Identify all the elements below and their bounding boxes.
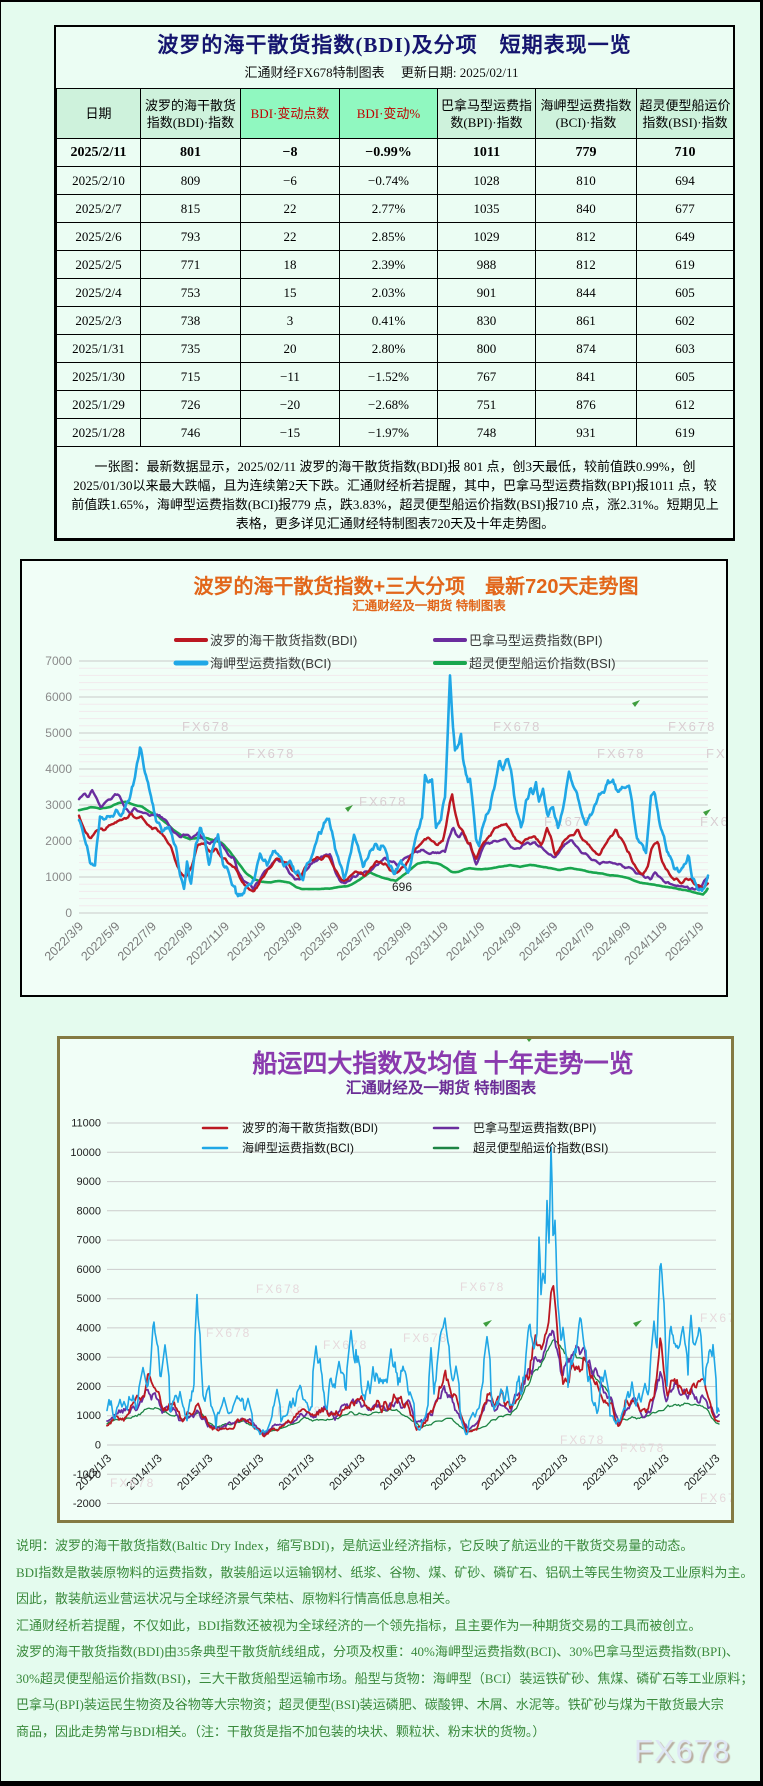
svg-text:5000: 5000 (77, 1293, 101, 1305)
svg-text:2023/1/9: 2023/1/9 (224, 919, 268, 963)
svg-text:5000: 5000 (45, 726, 72, 740)
svg-text:FX678: FX678 (460, 1280, 505, 1294)
svg-text:FX678: FX678 (668, 719, 716, 734)
svg-text:FX678: FX678 (110, 1476, 155, 1490)
svg-text:2016/1/3: 2016/1/3 (226, 1453, 266, 1493)
svg-text:海岬型运费指数(BCI): 海岬型运费指数(BCI) (210, 656, 331, 671)
svg-text:10000: 10000 (70, 1147, 101, 1159)
svg-text:2022/1/3: 2022/1/3 (530, 1453, 570, 1493)
svg-text:海岬型运费指数(BCI): 海岬型运费指数(BCI) (242, 1140, 354, 1155)
svg-text:波罗的海干散货指数(BDI): 波罗的海干散货指数(BDI) (242, 1120, 378, 1135)
svg-text:1000: 1000 (77, 1410, 101, 1422)
svg-text:2024/7/9: 2024/7/9 (553, 919, 597, 963)
svg-text:2015/1/3: 2015/1/3 (175, 1453, 215, 1493)
svg-text:FX678: FX678 (247, 746, 295, 761)
svg-text:FX678: FX678 (620, 1441, 665, 1455)
svg-text:FX678: FX678 (597, 746, 645, 761)
svg-text:7000: 7000 (77, 1235, 101, 1247)
svg-text:2024/1/3: 2024/1/3 (632, 1453, 672, 1493)
svg-text:2022/5/9: 2022/5/9 (78, 919, 122, 963)
svg-text:FX678: FX678 (700, 814, 726, 829)
svg-text:FX678: FX678 (323, 1338, 368, 1352)
svg-text:4000: 4000 (45, 762, 72, 776)
svg-text:2020/1/3: 2020/1/3 (429, 1453, 469, 1493)
svg-text:1000: 1000 (45, 870, 72, 884)
svg-text:汇通财经及一期货 特制图表: 汇通财经及一期货 特制图表 (346, 1078, 537, 1097)
svg-text:2017/1/3: 2017/1/3 (277, 1453, 317, 1493)
svg-text:2019/1/3: 2019/1/3 (378, 1453, 418, 1493)
svg-text:2024/1/9: 2024/1/9 (443, 919, 487, 963)
svg-text:2024/5/9: 2024/5/9 (516, 919, 560, 963)
svg-text:波罗的海干散货指数+三大分项 最新720天走势图: 波罗的海干散货指数+三大分项 最新720天走势图 (193, 574, 638, 598)
svg-text:FX678: FX678 (256, 1282, 301, 1296)
svg-text:2000: 2000 (45, 834, 72, 848)
svg-text:FX678: FX678 (206, 1326, 251, 1340)
svg-text:FX678: FX678 (493, 719, 541, 734)
svg-text:巴拿马型运费指数(BPI): 巴拿马型运费指数(BPI) (473, 1120, 596, 1135)
svg-text:2022/3/9: 2022/3/9 (42, 919, 86, 963)
svg-text:FX678: FX678 (706, 746, 726, 761)
svg-text:4000: 4000 (77, 1322, 101, 1334)
svg-text:6000: 6000 (45, 690, 72, 704)
svg-text:巴拿马型运费指数(BPI): 巴拿马型运费指数(BPI) (469, 633, 603, 648)
svg-text:7000: 7000 (45, 654, 72, 668)
svg-text:2025/1/9: 2025/1/9 (662, 919, 706, 963)
svg-text:-2000: -2000 (73, 1498, 101, 1510)
svg-text:-1000: -1000 (73, 1469, 101, 1481)
svg-text:9000: 9000 (77, 1176, 101, 1188)
svg-text:超灵便型船运价指数(BSI): 超灵便型船运价指数(BSI) (469, 656, 616, 671)
svg-text:2021/1/3: 2021/1/3 (480, 1453, 520, 1493)
svg-text:船运四大指数及均值 十年走势一览: 船运四大指数及均值 十年走势一览 (252, 1049, 633, 1078)
svg-text:FX678: FX678 (700, 1311, 731, 1325)
svg-text:汇通财经及一期货 特制图表: 汇通财经及一期货 特制图表 (352, 598, 506, 613)
svg-text:8000: 8000 (77, 1205, 101, 1217)
svg-text:2023/1/3: 2023/1/3 (581, 1453, 621, 1493)
svg-text:FX678: FX678 (560, 1433, 605, 1447)
svg-text:2000: 2000 (77, 1381, 101, 1393)
svg-text:2022/7/9: 2022/7/9 (115, 919, 159, 963)
svg-text:6000: 6000 (77, 1264, 101, 1276)
svg-text:波罗的海干散货指数(BDI): 波罗的海干散货指数(BDI) (210, 633, 357, 648)
svg-text:11000: 11000 (71, 1118, 101, 1130)
svg-text:3000: 3000 (45, 798, 72, 812)
svg-text:FX678: FX678 (700, 1491, 731, 1505)
svg-text:2023/3/9: 2023/3/9 (261, 919, 305, 963)
svg-text:2024/3/9: 2024/3/9 (480, 919, 524, 963)
svg-text:超灵便型船运价指数(BSI): 超灵便型船运价指数(BSI) (473, 1140, 608, 1155)
svg-text:FX678: FX678 (182, 719, 230, 734)
svg-text:FX678: FX678 (359, 794, 407, 809)
svg-text:0: 0 (65, 906, 72, 920)
svg-text:2023/7/9: 2023/7/9 (334, 919, 378, 963)
svg-text:FX678: FX678 (403, 1331, 448, 1345)
svg-text:2025/1/3: 2025/1/3 (682, 1453, 722, 1493)
svg-text:2018/1/3: 2018/1/3 (327, 1453, 367, 1493)
svg-text:2023/5/9: 2023/5/9 (297, 919, 341, 963)
svg-text:0: 0 (95, 1440, 101, 1452)
svg-text:3000: 3000 (77, 1352, 101, 1364)
svg-text:696: 696 (392, 880, 412, 894)
